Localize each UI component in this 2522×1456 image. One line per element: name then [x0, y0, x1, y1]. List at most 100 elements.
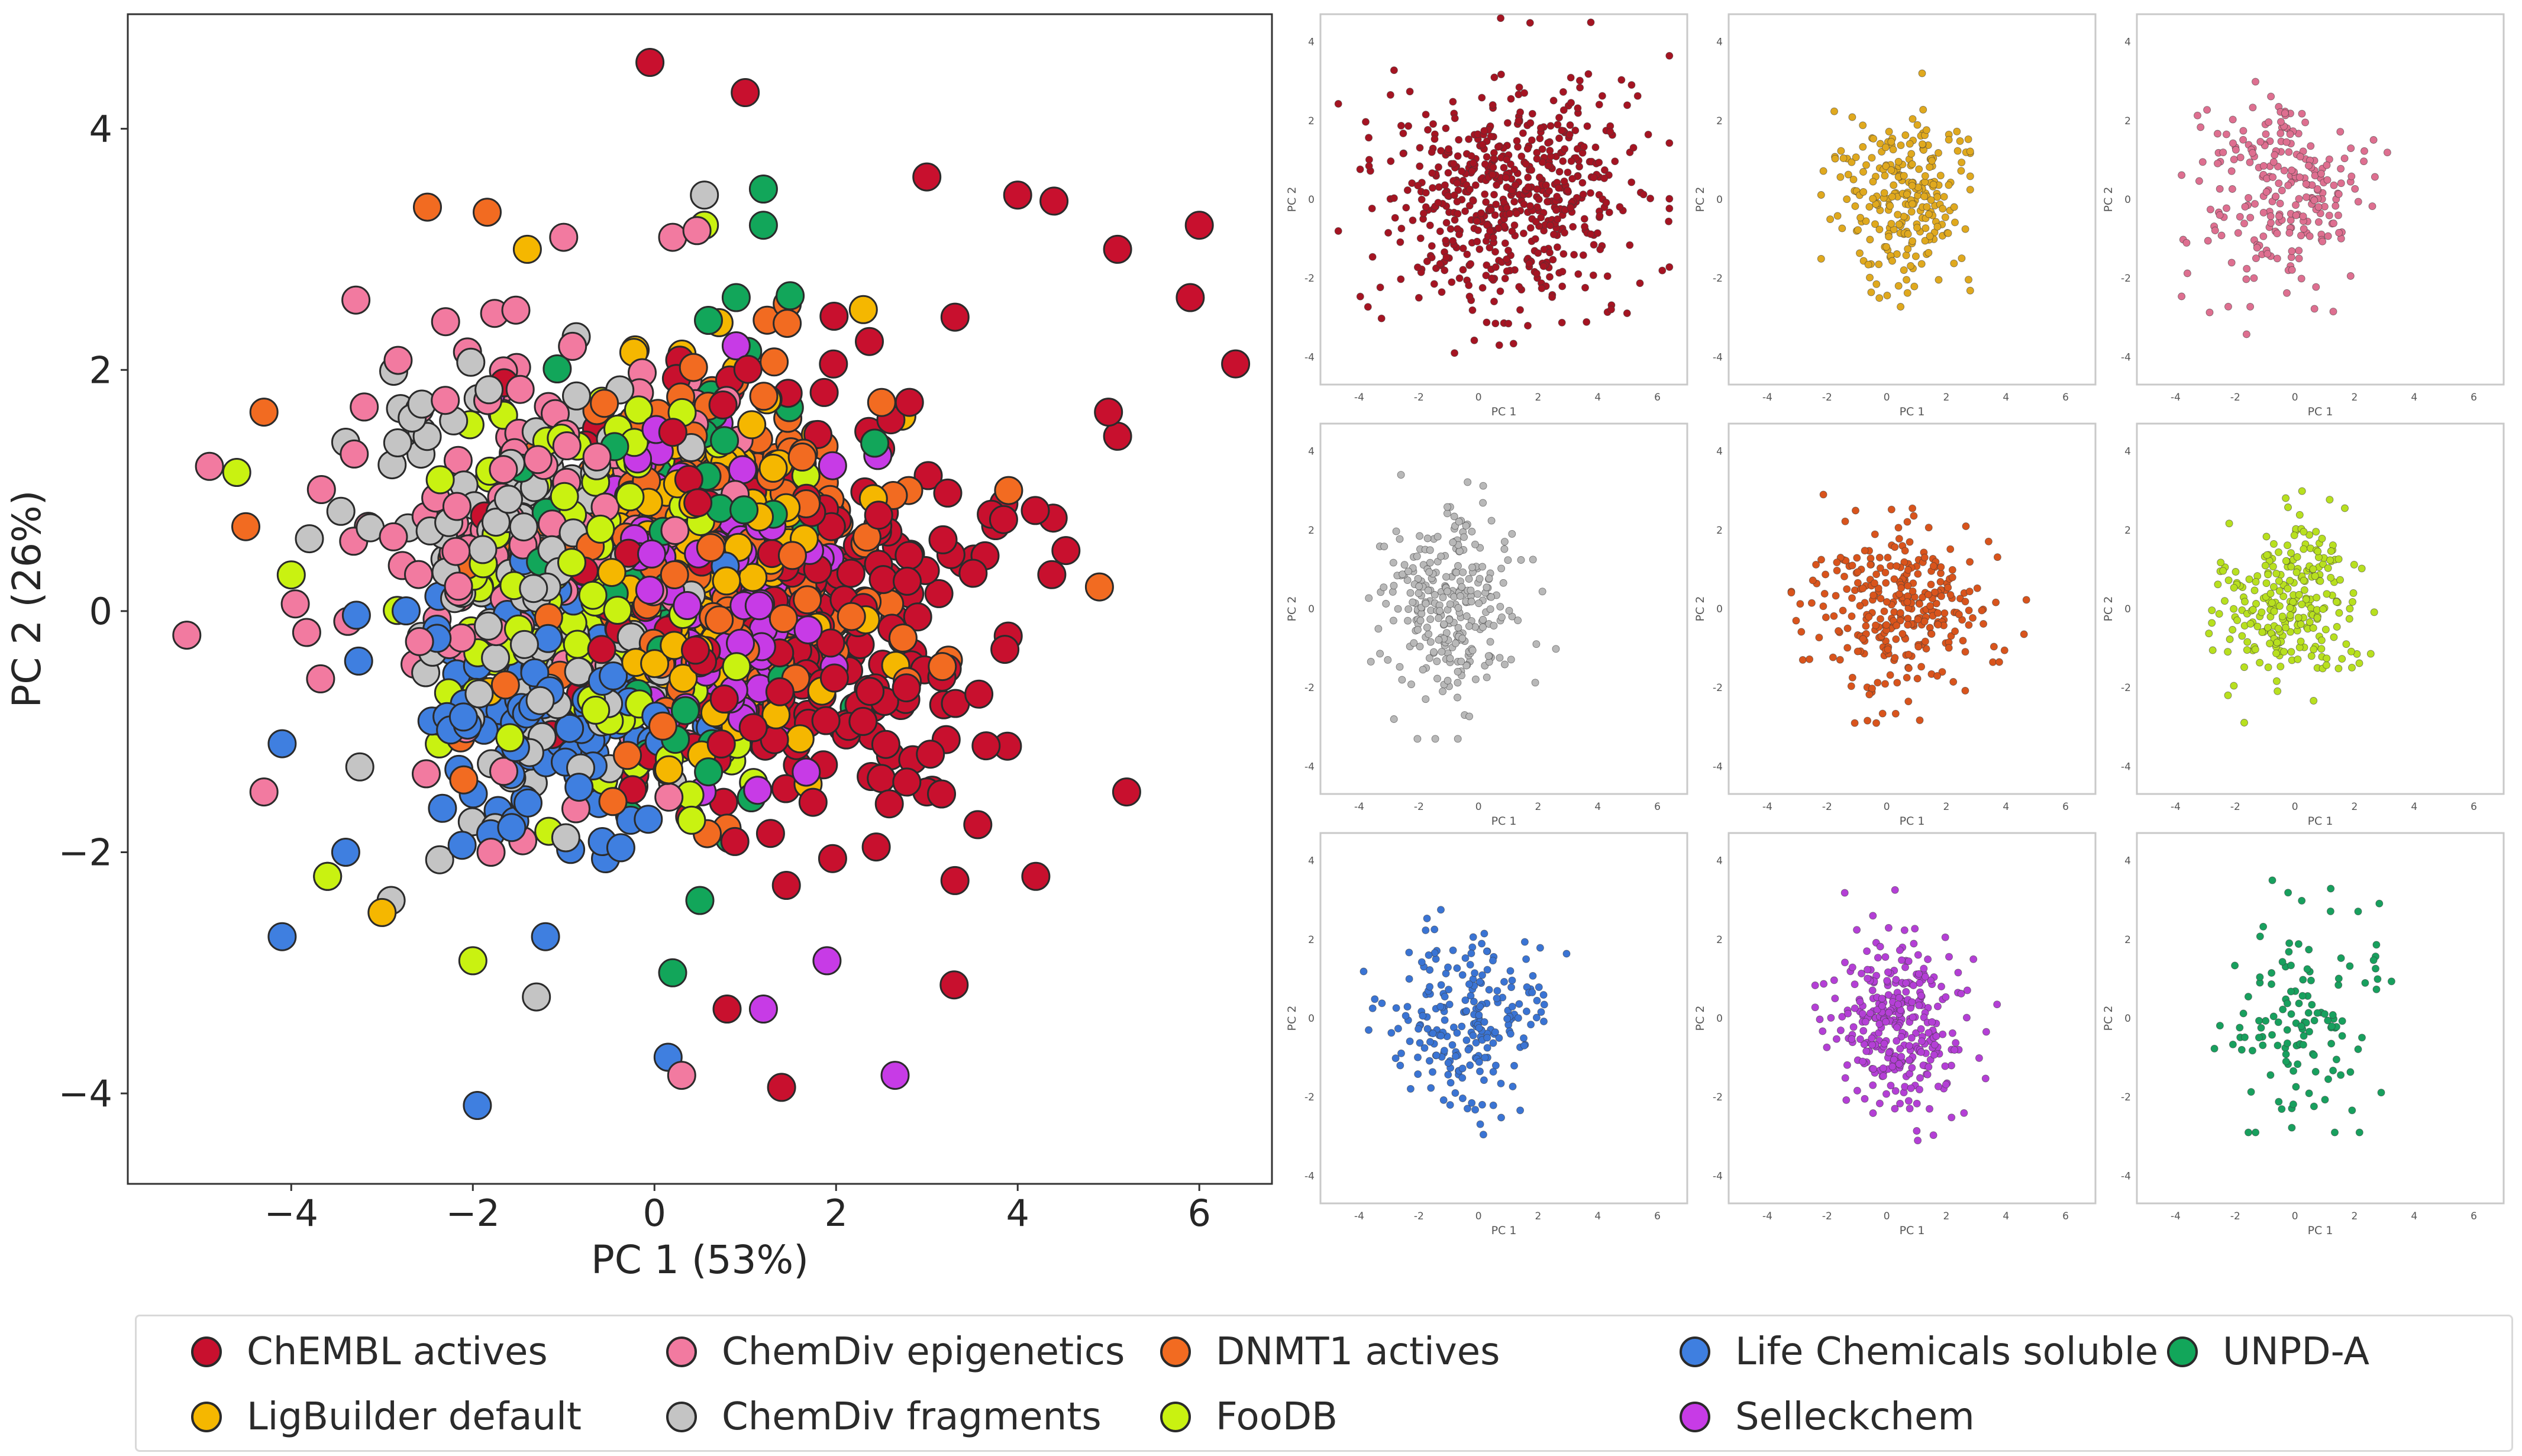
small-data-point — [1876, 942, 1884, 951]
small-data-point — [2316, 577, 2324, 585]
small-data-point — [1458, 634, 1467, 643]
small-data-point — [1498, 613, 1506, 621]
small-data-point — [2310, 305, 2318, 313]
small-data-point — [1467, 950, 1475, 957]
small-data-point — [1517, 556, 1525, 564]
small-y-tick-label: -4 — [2121, 1170, 2131, 1182]
small-data-point — [1883, 977, 1891, 985]
small-data-point — [1848, 594, 1856, 602]
small-data-point — [1478, 1100, 1486, 1109]
small-data-point — [1937, 592, 1945, 601]
small-data-point — [2203, 106, 2211, 114]
small-data-point — [1532, 640, 1541, 648]
small-data-point — [1973, 584, 1981, 592]
data-point-chembl-actives — [990, 635, 1020, 664]
small-data-point — [2231, 961, 2239, 970]
small-data-point — [2178, 292, 2186, 301]
small-data-point — [2216, 1022, 2224, 1030]
small-data-point — [2333, 623, 2341, 631]
small-data-point — [2284, 181, 2292, 189]
data-point-foodb — [458, 946, 487, 976]
small-data-point — [1446, 1079, 1455, 1087]
data-point-dnmt1-actives — [613, 741, 642, 770]
small-data-point — [2294, 1060, 2302, 1068]
data-point-chembl-actives — [683, 488, 713, 518]
small-data-point — [1579, 191, 1587, 199]
small-data-point — [1639, 191, 1648, 199]
small-data-point — [1477, 209, 1486, 217]
small-data-point — [2256, 138, 2265, 146]
small-data-point — [2300, 225, 2308, 233]
data-point-chembl-actives — [733, 354, 763, 384]
small-data-point — [2288, 1124, 2296, 1132]
small-data-point — [2313, 614, 2321, 622]
small-data-point — [1449, 946, 1457, 954]
small-data-point — [1901, 131, 1910, 139]
small-data-point — [1461, 954, 1470, 962]
small-data-point — [1520, 89, 1529, 97]
small-data-point — [1836, 173, 1845, 181]
small-x-tick-label: 6 — [2062, 801, 2069, 813]
small-data-point — [1441, 1016, 1449, 1024]
small-data-point — [2275, 587, 2284, 595]
small-data-point — [1856, 249, 1864, 257]
small-data-point — [1510, 198, 1519, 206]
small-data-point — [2268, 969, 2276, 977]
small-data-point — [1887, 166, 1895, 175]
data-point-ligbuilder-default — [737, 410, 767, 440]
small-data-point — [1927, 630, 1936, 638]
small-data-point — [1897, 1053, 1906, 1061]
small-y-axis-label: PC 2 — [1286, 187, 1299, 212]
data-point-ligbuilder-default — [640, 649, 670, 679]
data-point-chemdiv-fragments — [509, 512, 538, 542]
small-data-point — [2285, 229, 2294, 237]
small-data-point — [1459, 266, 1467, 274]
data-point-chembl-actives — [924, 579, 954, 608]
small-data-point — [2332, 1055, 2340, 1064]
small-data-point — [1512, 209, 1520, 218]
small-data-point — [2323, 590, 2331, 598]
small-data-point — [1440, 620, 1448, 628]
small-data-point — [1508, 1002, 1516, 1011]
small-y-tick-label: 0 — [2124, 603, 2131, 615]
small-data-point — [1527, 1021, 1535, 1029]
small-data-point — [2228, 185, 2236, 193]
small-data-point — [2245, 1128, 2252, 1137]
small-x-axis-label: PC 1 — [1900, 405, 1925, 418]
small-data-point — [1893, 250, 1901, 258]
small-data-point — [1442, 573, 1450, 581]
small-data-point — [2246, 619, 2255, 628]
small-data-point — [1869, 134, 1878, 143]
small-x-tick-label: -4 — [2171, 1210, 2181, 1222]
small-data-point — [1483, 318, 1491, 327]
small-data-point — [1540, 1000, 1548, 1009]
small-data-point — [1365, 1026, 1373, 1034]
data-point-chemdiv-epigenetics — [350, 392, 379, 422]
small-data-point — [1475, 978, 1484, 986]
small-data-point — [2304, 1009, 2313, 1017]
small-data-point — [2283, 999, 2291, 1008]
small-data-point — [2272, 677, 2281, 685]
small-data-point — [1391, 1054, 1400, 1063]
data-point-foodb — [677, 805, 706, 835]
small-data-point — [1458, 167, 1466, 175]
small-data-point — [1517, 152, 1526, 160]
small-data-point — [2286, 577, 2294, 585]
small-data-point — [1832, 1035, 1840, 1043]
small-x-tick-label: 0 — [1884, 392, 1890, 403]
small-data-point — [1522, 955, 1530, 963]
small-data-point — [2332, 202, 2340, 210]
small-data-point — [1891, 654, 1899, 662]
small-data-point — [1538, 145, 1546, 153]
small-data-point — [1460, 533, 1468, 541]
small-data-point — [1425, 568, 1433, 576]
small-data-point — [2368, 202, 2376, 211]
data-point-chemdiv-epigenetics — [442, 492, 472, 521]
small-data-point — [1356, 292, 1364, 301]
small-data-point — [1919, 140, 1926, 148]
small-data-point — [1406, 1037, 1414, 1045]
small-data-point — [1891, 886, 1899, 894]
small-data-point — [1844, 1009, 1852, 1018]
data-point-selleckchem — [880, 1061, 910, 1090]
